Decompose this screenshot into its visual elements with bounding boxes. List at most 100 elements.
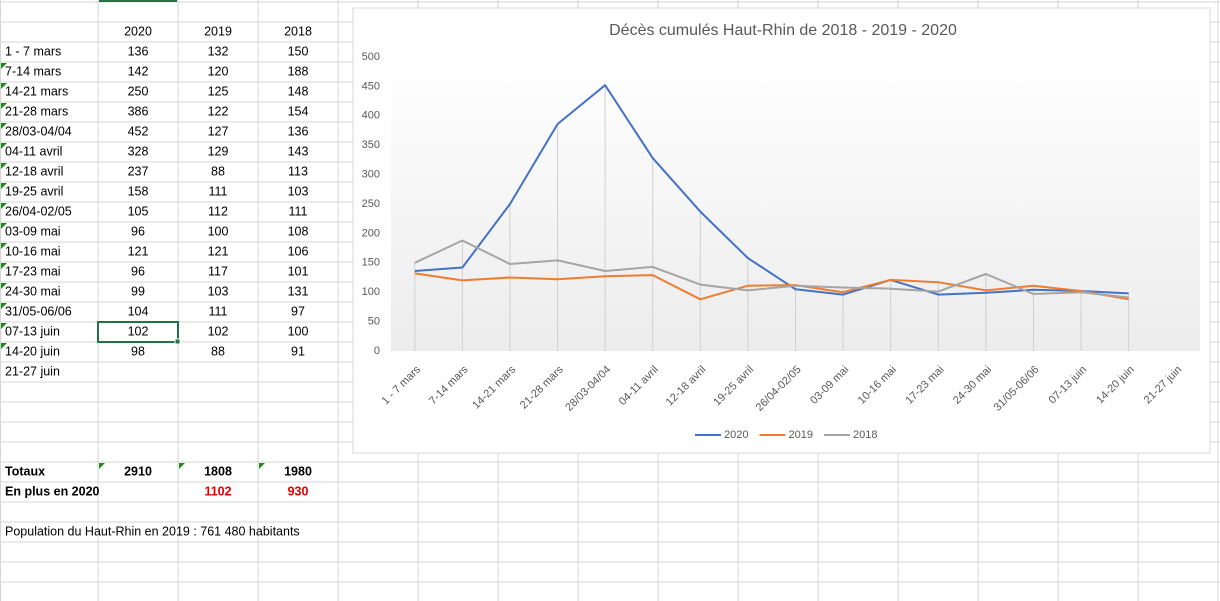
error-indicator: [1, 223, 7, 229]
error-indicator: [1, 283, 7, 289]
y-tick-label: 300: [362, 169, 380, 181]
legend-label: 2019: [788, 429, 812, 441]
error-indicator: [1, 243, 7, 249]
row-label: 28/03-04/04: [5, 124, 72, 138]
y-tick-label: 450: [362, 80, 380, 92]
column-header: 2019: [204, 24, 232, 38]
cell-value: 452: [128, 124, 149, 138]
row-label: 10-16 mai: [5, 244, 61, 258]
y-tick-label: 350: [362, 139, 380, 151]
cell-value: 102: [128, 324, 149, 338]
cells: 2020 2019 2018 1 - 7 mars 136 132 150 7-14 mars…: [1, 24, 312, 538]
cell-value: 111: [208, 184, 227, 198]
cell-value: 98: [131, 344, 145, 358]
row-label: 7-14 mars: [5, 64, 61, 78]
error-indicator: [259, 463, 265, 469]
selected-cell: [97, 321, 179, 343]
row-label: 1 - 7 mars: [5, 44, 61, 58]
chart: Décès cumulés Haut-Rhin de 2018 - 2019 -…: [352, 7, 1211, 454]
cell-value: 105: [128, 204, 149, 218]
y-tick-label: 100: [362, 286, 380, 298]
cell-value: 96: [131, 264, 145, 278]
error-indicator: [1, 323, 7, 329]
cell-value: 102: [208, 324, 229, 338]
cell-value: 132: [208, 44, 229, 58]
row-label: 21-28 mars: [5, 104, 68, 118]
y-tick-label: 0: [374, 345, 380, 357]
totals-value: 2910: [124, 464, 152, 478]
cell-value: 122: [208, 104, 229, 118]
y-tick-label: 200: [362, 227, 380, 239]
error-indicator: [1, 123, 7, 129]
y-tick-label: 400: [362, 110, 380, 122]
column-header: 2020: [124, 24, 152, 38]
cell-value: 97: [291, 304, 305, 318]
cell-value: 91: [291, 344, 305, 358]
cell-value: 101: [288, 264, 309, 278]
cell-value: 121: [128, 244, 149, 258]
error-indicator: [99, 463, 105, 469]
cell-value: 104: [128, 304, 149, 318]
cell-value: 106: [288, 244, 309, 258]
cell-value: 117: [208, 264, 228, 278]
row-label: 04-11 avril: [5, 144, 62, 158]
cell-value: 100: [208, 224, 229, 238]
cell-value: 150: [288, 44, 309, 58]
cell-value: 100: [288, 324, 309, 338]
cell-value: 136: [288, 124, 309, 138]
cell-value: 154: [288, 104, 309, 118]
totals-value: 1808: [204, 464, 232, 478]
row-label: 17-23 mai: [5, 264, 61, 278]
cell-value: 328: [128, 144, 149, 158]
note: Population du Haut-Rhin en 2019 : 761 48…: [5, 524, 300, 538]
cell-value: 127: [208, 124, 229, 138]
cell-value: 113: [288, 164, 308, 178]
cell-value: 131: [288, 284, 309, 298]
error-indicator: [1, 63, 7, 69]
error-indicator: [1, 203, 7, 209]
cell-value: 111: [208, 304, 227, 318]
row-label: 03-09 mai: [5, 224, 61, 238]
column-header: 2018: [284, 24, 312, 38]
error-indicator: [1, 183, 7, 189]
cell-value: 143: [288, 144, 309, 158]
chart-title: Décès cumulés Haut-Rhin de 2018 - 2019 -…: [609, 22, 957, 39]
error-indicator: [1, 163, 7, 169]
cell-value: 142: [128, 64, 149, 78]
cell-value: 112: [208, 204, 228, 218]
error-indicator: [1, 103, 7, 109]
error-indicator: [1, 83, 7, 89]
cell-value: 386: [128, 104, 149, 118]
y-tick-label: 500: [362, 51, 380, 63]
extra-value: 1102: [204, 484, 231, 498]
error-indicator: [1, 303, 7, 309]
row-label: 19-25 avril: [5, 184, 63, 198]
error-indicator: [1, 263, 7, 269]
y-tick-label: 50: [368, 316, 380, 328]
cell-value: 158: [128, 184, 149, 198]
cell-value: 103: [288, 184, 309, 198]
extra-label: En plus en 2020: [5, 484, 100, 498]
row-label: 24-30 mai: [5, 284, 61, 298]
error-indicator: [1, 143, 7, 149]
row-label: 21-27 juin: [5, 364, 60, 378]
y-tick-label: 250: [362, 198, 380, 210]
cell-value: 121: [208, 244, 229, 258]
series-line: [414, 84, 1129, 296]
cell-value: 111: [288, 204, 307, 218]
cell-value: 103: [208, 284, 229, 298]
error-indicator: [1, 343, 7, 349]
cell-value: 99: [131, 284, 145, 298]
legend-label: 2018: [853, 429, 877, 441]
cell-value: 108: [288, 224, 309, 238]
cell-value: 188: [288, 64, 309, 78]
cell-value: 125: [208, 84, 229, 98]
row-label: 14-21 mars: [5, 84, 68, 98]
cell-value: 88: [211, 344, 225, 358]
row-label: 31/05-06/06: [5, 304, 72, 318]
totals-value: 1980: [284, 464, 312, 478]
series-line: [414, 239, 1129, 299]
cell-value: 88: [211, 164, 225, 178]
